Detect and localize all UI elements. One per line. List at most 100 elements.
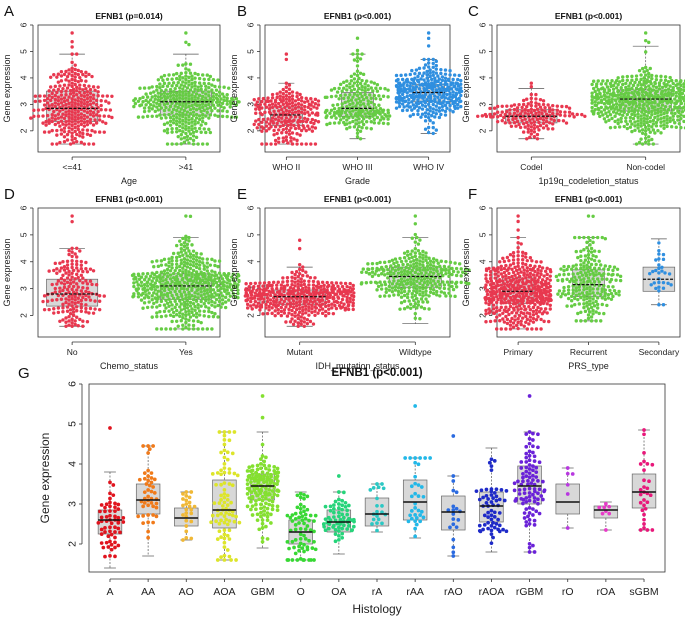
data-point [386, 122, 390, 126]
data-point [607, 88, 612, 93]
data-point [547, 299, 551, 303]
data-point [495, 300, 499, 305]
data-point [150, 315, 154, 319]
data-point [426, 115, 431, 120]
data-point [659, 78, 663, 82]
data-point [159, 314, 164, 319]
data-point [194, 135, 199, 140]
data-point [265, 299, 270, 304]
data-point [184, 31, 188, 35]
data-point [70, 287, 74, 292]
data-point [607, 118, 611, 122]
data-point [349, 98, 354, 102]
data-point [363, 112, 367, 116]
data-point [222, 470, 227, 475]
data-point [70, 250, 74, 254]
data-point [79, 289, 84, 293]
data-point [566, 291, 571, 296]
data-point [606, 272, 611, 276]
data-point [281, 276, 285, 280]
data-point [235, 276, 239, 280]
data-point [390, 286, 395, 290]
data-point [535, 125, 540, 129]
data-point [156, 78, 161, 82]
data-point [594, 255, 598, 259]
data-point [262, 459, 267, 464]
data-point [282, 308, 287, 312]
panel-letter: G [18, 365, 30, 382]
data-point [65, 309, 70, 313]
data-point [145, 95, 150, 99]
data-point [162, 94, 167, 99]
data-point [225, 457, 230, 462]
data-point [178, 74, 182, 79]
data-point [53, 117, 57, 122]
data-point [538, 116, 543, 121]
data-point [427, 307, 431, 311]
data-point [181, 297, 185, 302]
data-point [67, 109, 71, 113]
data-point [278, 94, 282, 98]
data-point [551, 111, 555, 116]
data-point [433, 99, 437, 104]
data-point [175, 115, 179, 120]
data-point [671, 88, 676, 93]
data-point [647, 127, 651, 131]
data-point [75, 255, 79, 259]
data-point [293, 115, 298, 119]
data-point [513, 280, 518, 285]
data-point [310, 125, 315, 129]
data-point [301, 265, 305, 269]
data-point [585, 296, 589, 301]
data-point [416, 242, 421, 246]
data-point [101, 94, 105, 98]
data-point [416, 299, 421, 304]
data-point [516, 317, 520, 321]
data-point [335, 90, 340, 94]
data-point [324, 304, 328, 309]
data-point [610, 79, 614, 83]
data-point [58, 319, 62, 323]
data-point [657, 252, 661, 256]
data-point [288, 301, 293, 305]
data-point [207, 127, 211, 132]
data-point [386, 95, 390, 99]
data-point [79, 100, 84, 105]
data-point [633, 124, 637, 128]
data-point [159, 270, 164, 274]
data-point [53, 93, 57, 98]
data-point [225, 493, 230, 498]
data-point [360, 88, 364, 92]
data-point [61, 310, 65, 314]
data-point [386, 276, 390, 280]
data-point [102, 130, 106, 134]
data-point [459, 78, 463, 83]
data-point [410, 236, 414, 240]
data-point [673, 121, 677, 125]
data-point [67, 290, 71, 295]
x-axis-label: IDH_mutation_status [315, 361, 400, 371]
data-point [511, 261, 516, 266]
data-point [416, 272, 421, 276]
data-point [187, 75, 191, 80]
data-point [47, 89, 51, 93]
data-point [357, 86, 361, 91]
data-point [562, 264, 566, 269]
data-point [55, 90, 59, 95]
data-point [306, 110, 310, 114]
data-point [76, 300, 80, 304]
data-point [335, 300, 340, 305]
data-point [597, 311, 601, 316]
data-point [413, 293, 418, 298]
data-point [521, 258, 525, 262]
data-point [433, 115, 437, 119]
data-point [339, 281, 343, 285]
data-point [188, 111, 193, 116]
data-point [91, 96, 96, 101]
data-point [519, 270, 523, 274]
data-point [64, 324, 68, 328]
data-point [225, 450, 230, 455]
data-point [647, 71, 651, 76]
data-point [76, 96, 80, 100]
data-point [493, 319, 497, 323]
